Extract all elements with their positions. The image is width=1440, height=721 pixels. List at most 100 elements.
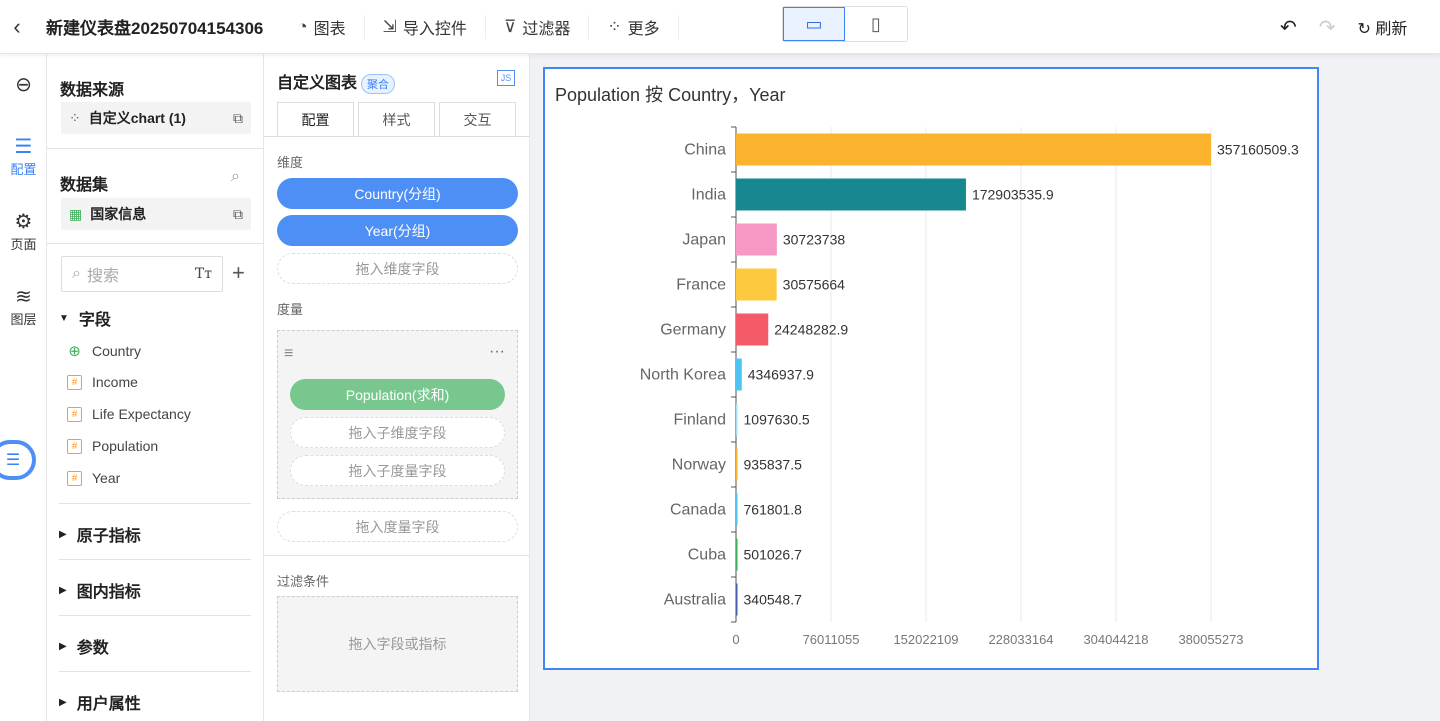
back-button[interactable]: ‹ <box>13 13 21 39</box>
y-category-label: Finland <box>674 412 726 429</box>
bar <box>736 133 1211 166</box>
sub-dimension-drop-zone[interactable]: 拖入子维度字段 <box>290 417 505 448</box>
field-name: Year <box>92 470 121 486</box>
data-label: 935837.5 <box>744 457 803 473</box>
dataset-heading: 数据集 <box>60 177 109 194</box>
copy-icon[interactable]: ⧉ <box>233 205 243 222</box>
rail-label: 图层 <box>10 312 37 327</box>
field-item[interactable]: # Year <box>67 470 120 486</box>
text-size-icon[interactable]: Tт <box>194 266 212 282</box>
measure-label: 度量 <box>277 302 304 317</box>
copy-icon[interactable]: ⧉ <box>233 109 243 126</box>
refresh-label: 刷新 <box>1375 21 1408 38</box>
x-tick-label: 152022109 <box>893 632 958 647</box>
more-options-icon[interactable]: ··· <box>489 343 505 360</box>
search-placeholder: 搜索 <box>86 268 119 285</box>
chart-add-icon: ◔ <box>297 16 308 36</box>
data-label: 1097630.5 <box>744 412 810 428</box>
section-atomic-metrics[interactable]: ▶ 原子指标 <box>59 522 141 546</box>
data-panel: 数据来源 ⁘ 自定义chart (1) ⧉ 数据集 ⌕ ▦ 国家信息 ⧉ ⌕ 搜索 Tт +… <box>47 54 264 721</box>
field-item[interactable]: # Income <box>67 374 138 390</box>
js-editor-button[interactable]: JS <box>497 70 515 86</box>
field-item[interactable]: ⊕ Country <box>67 342 141 360</box>
mobile-view-button[interactable]: ▯ <box>845 7 907 41</box>
rail-item-layers[interactable]: ≋ 图层 <box>0 284 47 328</box>
bar <box>736 358 742 391</box>
sub-measure-drop-zone[interactable]: 拖入子度量字段 <box>290 455 505 486</box>
y-category-label: Canada <box>670 502 726 519</box>
field-item[interactable]: # Population <box>67 438 158 454</box>
dimension-pill-country[interactable]: Country(分组) <box>277 178 518 209</box>
dimension-drop-zone[interactable]: 拖入维度字段 <box>277 253 518 284</box>
x-tick-label: 380055273 <box>1178 632 1243 647</box>
measure-drop-zone[interactable]: 拖入度量字段 <box>277 511 518 542</box>
y-category-label: Japan <box>682 232 726 249</box>
caret-right-icon: ▶ <box>59 528 67 540</box>
number-icon: # <box>67 470 82 486</box>
data-label: 501026.7 <box>744 547 803 563</box>
arrow-left-circle-icon: ⊖ <box>15 74 32 96</box>
rail-item-config[interactable]: ☰ 配置 <box>0 134 47 178</box>
dimension-pill-year[interactable]: Year(分组) <box>277 215 518 246</box>
data-label: 4346937.9 <box>748 367 814 383</box>
rail-label: 配置 <box>10 162 37 177</box>
tab-interaction[interactable]: 交互 <box>439 102 516 136</box>
datasource-heading: 数据来源 <box>60 82 125 99</box>
section-chart-metrics[interactable]: ▶ 图内指标 <box>59 578 141 602</box>
icon-rail: ⊖ ☰ 配置 ⚙ 页面 ≋ 图层 ☰ <box>0 54 47 721</box>
bar <box>736 448 738 481</box>
undo-icon[interactable]: ↶ <box>1280 16 1297 39</box>
bar <box>736 538 738 571</box>
y-category-label: China <box>684 142 726 159</box>
bar-chart: 0 76011055 152022109 228033164 304044218 3800… <box>640 126 1299 647</box>
number-icon: # <box>67 406 82 422</box>
more-button[interactable]: ⁘ 更多 <box>589 14 679 39</box>
filter-drop-zone[interactable]: 拖入字段或指标 <box>277 596 518 692</box>
fields-section-toggle[interactable]: ▼ 字段 <box>59 306 111 330</box>
filter-add-icon: ⊽ <box>503 16 517 36</box>
field-item[interactable]: # Life Expectancy <box>67 406 191 422</box>
import-button[interactable]: ⇲ 导入控件 <box>365 14 486 39</box>
data-label: 357160509.3 <box>1217 142 1299 158</box>
custom-chart-icon: ⁘ <box>69 109 81 126</box>
outline-toggle-button[interactable]: ☰ <box>0 440 36 480</box>
caret-down-icon: ▼ <box>59 312 69 324</box>
bar <box>736 223 777 256</box>
section-label: 图内指标 <box>76 584 141 601</box>
rail-item-page[interactable]: ⚙ 页面 <box>0 209 47 253</box>
desktop-view-button[interactable]: ▭ <box>783 7 845 41</box>
add-field-button[interactable]: + <box>232 260 245 285</box>
datasource-item[interactable]: ⁘ 自定义chart (1) ⧉ <box>61 102 251 134</box>
drag-handle-icon[interactable]: ≡ <box>284 345 294 362</box>
data-label: 172903535.9 <box>972 187 1054 203</box>
tab-style[interactable]: 样式 <box>358 102 435 136</box>
import-icon: ⇲ <box>382 16 397 36</box>
refresh-button[interactable]: ↻ 刷新 <box>1358 15 1408 39</box>
dataset-name: 国家信息 <box>90 206 147 222</box>
redo-icon[interactable]: ↷ <box>1318 16 1336 39</box>
collapse-button[interactable]: ⊖ <box>0 72 47 97</box>
x-tick-label: 76011055 <box>803 632 860 647</box>
dashboard-title: 新建仪表盘20250704154306 <box>46 19 264 38</box>
tab-config[interactable]: 配置 <box>277 102 354 136</box>
search-icon[interactable]: ⌕ <box>231 168 240 185</box>
section-params[interactable]: ▶ 参数 <box>59 634 109 658</box>
bar <box>736 403 738 436</box>
dataset-item[interactable]: ▦ 国家信息 ⧉ <box>61 198 251 230</box>
phone-icon: ▯ <box>871 13 881 34</box>
field-search-input[interactable]: ⌕ 搜索 Tт <box>61 256 223 292</box>
y-category-label: North Korea <box>640 367 726 384</box>
measure-pill-population[interactable]: Population(求和) <box>290 379 505 410</box>
caret-right-icon: ▶ <box>59 584 67 596</box>
y-category-label: India <box>691 187 726 204</box>
measure-group: ≡ ··· Population(求和) 拖入子维度字段 拖入子度量字段 <box>277 330 518 499</box>
x-tick-label: 304044218 <box>1083 632 1148 647</box>
gear-icon: ⚙ <box>14 211 33 233</box>
chart-button[interactable]: ◔ 图表 <box>279 14 365 39</box>
filter-button[interactable]: ⊽ 过滤器 <box>486 14 590 39</box>
section-user-attrs[interactable]: ▶ 用户属性 <box>59 690 141 714</box>
table-check-icon: ▦ <box>69 205 83 222</box>
layers-icon: ≋ <box>15 286 32 308</box>
chart-card[interactable]: Population 按 Country，Year 0 76011055 15202… <box>543 67 1319 670</box>
field-name: Life Expectancy <box>92 406 191 422</box>
